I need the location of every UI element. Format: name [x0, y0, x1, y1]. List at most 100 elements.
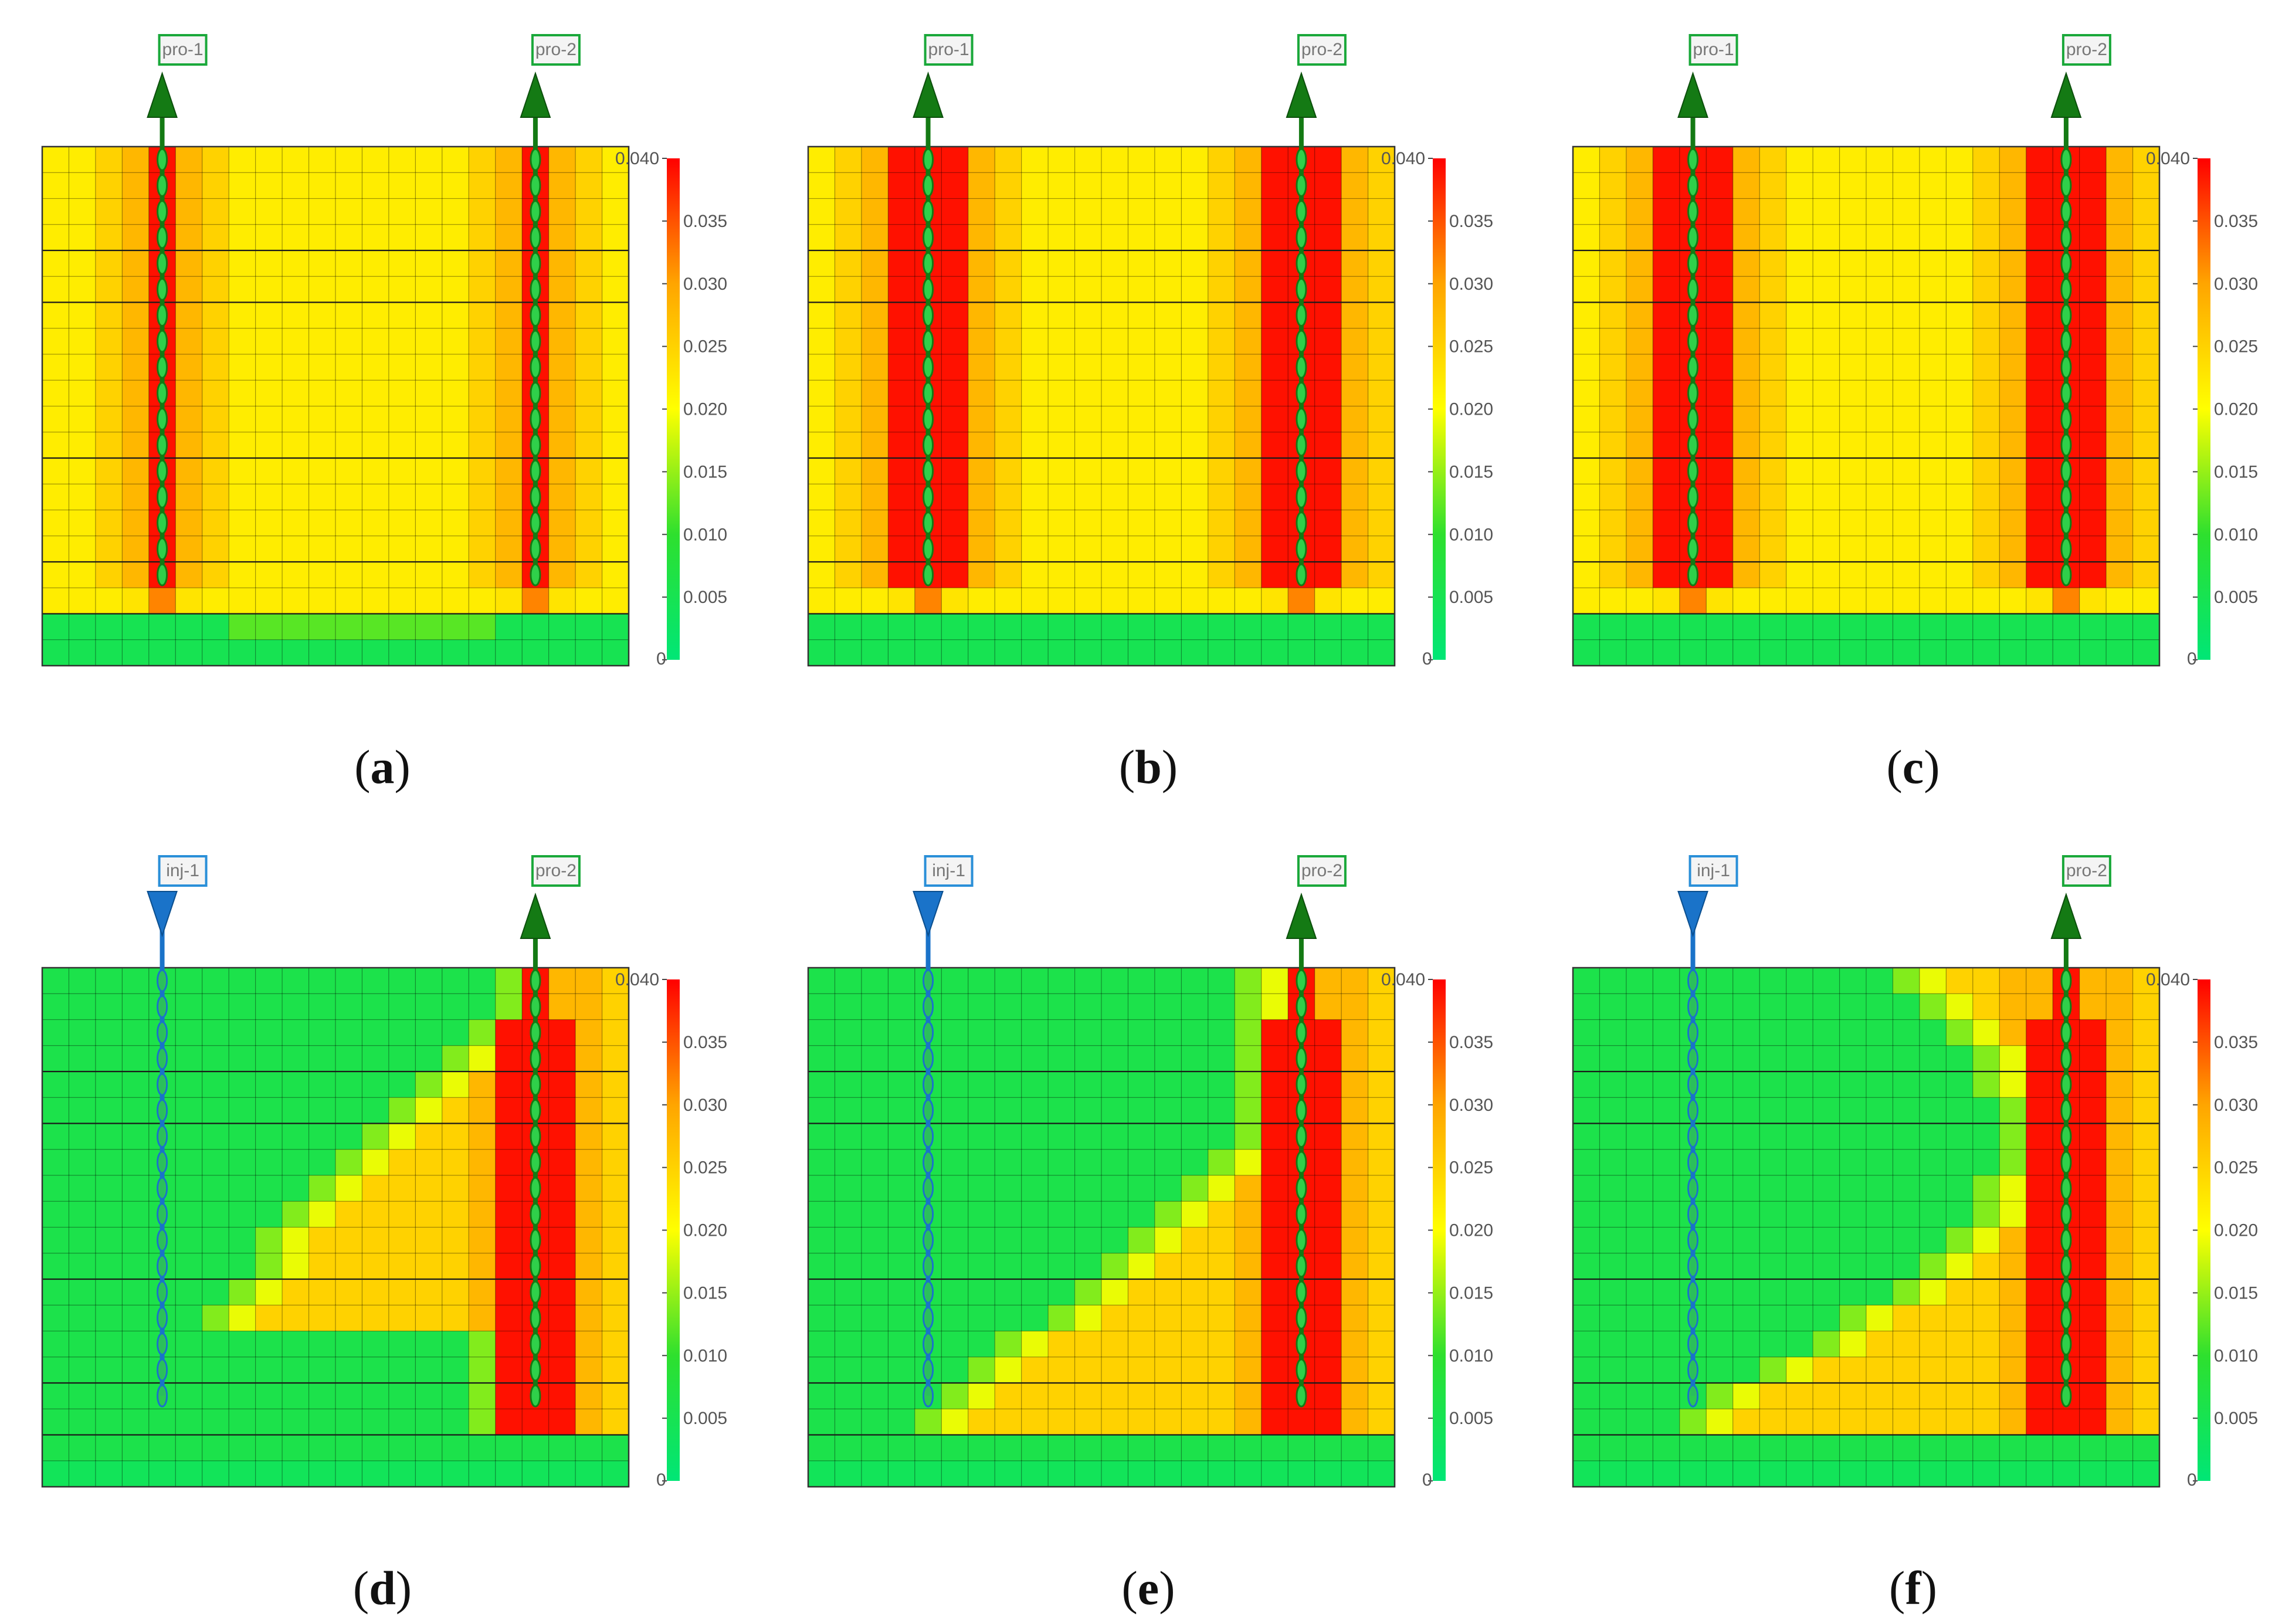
heatmap-cell [1626, 1460, 1654, 1488]
heatmap-cell [1866, 146, 1894, 174]
heatmap-cell [388, 535, 416, 563]
heatmap-cell [2079, 198, 2107, 225]
heatmap-cell [1047, 146, 1076, 174]
heatmap-cell [941, 1434, 969, 1462]
heatmap-cell [1047, 1045, 1076, 1073]
heatmap-cell [1705, 1434, 1734, 1462]
colorbar-tick-label: 0 [1422, 1470, 1432, 1490]
heatmap-cell [388, 276, 416, 303]
heatmap-cell [575, 1279, 603, 1306]
heatmap-cell [834, 224, 863, 252]
heatmap-cell [1127, 1175, 1156, 1202]
heatmap-cell [861, 301, 889, 329]
heatmap-cell [308, 1253, 337, 1280]
heatmap-cell [1919, 561, 1947, 589]
heatmap-cell [1234, 301, 1262, 329]
heatmap-cell [834, 328, 863, 355]
heatmap-cell [887, 224, 915, 252]
heatmap-cell [887, 1434, 915, 1462]
heatmap-cell [601, 1097, 630, 1124]
heatmap-cell [1812, 561, 1840, 589]
colorbar-tick-label: 0.020 [683, 400, 727, 419]
heatmap-cell [1759, 1226, 1787, 1254]
heatmap-cell [42, 250, 70, 277]
heatmap-cell [1154, 1071, 1182, 1099]
heatmap-cell [495, 354, 523, 381]
colorbar-tick-label: 0.035 [1449, 1033, 1493, 1052]
caption-paren-open: ( [354, 740, 370, 794]
heatmap-cell [2132, 301, 2161, 329]
heatmap-cell [1786, 1175, 1814, 1202]
heatmap-cell [228, 639, 256, 667]
perforation [923, 1280, 934, 1304]
producer-arrow-icon [520, 71, 551, 118]
well-label-box [531, 855, 581, 887]
perforation [923, 537, 934, 561]
heatmap-cell [1626, 1149, 1654, 1177]
heatmap-cell [1021, 328, 1049, 355]
heatmap-cell [2026, 301, 2054, 329]
heatmap-cell [121, 224, 150, 252]
heatmap-cell [228, 379, 256, 407]
heatmap-cell [1261, 535, 1289, 563]
heatmap-cell [1972, 301, 2000, 329]
heatmap-cell [887, 1071, 915, 1099]
heatmap-cell [42, 146, 70, 174]
heatmap-cell [1679, 1460, 1707, 1488]
heatmap-cell [1021, 379, 1049, 407]
heatmap-cell [468, 250, 496, 277]
heatmap-cell [1972, 509, 2000, 537]
heatmap-cell [468, 379, 496, 407]
heatmap-cell [1892, 561, 1921, 589]
heatmap-cell [255, 1123, 283, 1150]
perforation [1296, 511, 1307, 535]
heatmap-cell [1261, 587, 1289, 615]
heatmap-cell [2079, 432, 2107, 459]
heatmap-cell [202, 1382, 230, 1410]
heatmap-cell [548, 509, 577, 537]
heatmap-cell [335, 561, 363, 589]
heatmap-cell [994, 587, 1022, 615]
heatmap-cell [1812, 432, 1840, 459]
perforation [2060, 330, 2072, 353]
heatmap-cell [335, 1175, 363, 1202]
heatmap-cell [1599, 993, 1627, 1020]
heatmap-cell [1261, 432, 1289, 459]
heatmap-cell [1972, 276, 2000, 303]
heatmap-cell [808, 379, 836, 407]
heatmap-cell [1074, 1279, 1103, 1306]
heatmap-cell [1652, 1382, 1680, 1410]
heatmap-cell [1572, 1408, 1601, 1436]
perforation [2060, 969, 2072, 992]
perforation [157, 1073, 168, 1096]
heatmap-cell [861, 1330, 889, 1358]
heatmap-cell [1181, 1071, 1209, 1099]
heatmap-cell [548, 1408, 577, 1436]
heatmap-cell [1866, 172, 1894, 199]
heatmap-cell [1786, 967, 1814, 995]
heatmap-cell [1866, 1279, 1894, 1306]
heatmap-cell [1839, 379, 1867, 407]
heatmap-cell [1866, 198, 1894, 225]
heatmap-cell [1181, 224, 1209, 252]
perforation [1296, 148, 1307, 171]
heatmap-cell [994, 301, 1022, 329]
heatmap-cell [887, 1408, 915, 1436]
heatmap-cell [1047, 432, 1076, 459]
perforation [1296, 1229, 1307, 1252]
heatmap-cell [335, 250, 363, 277]
heatmap-cell [548, 1019, 577, 1046]
heatmap-cell [1599, 1045, 1627, 1073]
heatmap-cell [388, 967, 416, 995]
heatmap-cell [1287, 1408, 1315, 1436]
perforation [157, 563, 168, 586]
heatmap-cell [941, 224, 969, 252]
heatmap-cell [1945, 1175, 1974, 1202]
perforation [2060, 1384, 2072, 1408]
heatmap-cell [994, 250, 1022, 277]
heatmap-cell [202, 535, 230, 563]
heatmap-cell [601, 561, 630, 589]
heatmap-cell [1234, 354, 1262, 381]
heatmap-cell [1181, 1304, 1209, 1332]
heatmap-cell [1367, 250, 1396, 277]
